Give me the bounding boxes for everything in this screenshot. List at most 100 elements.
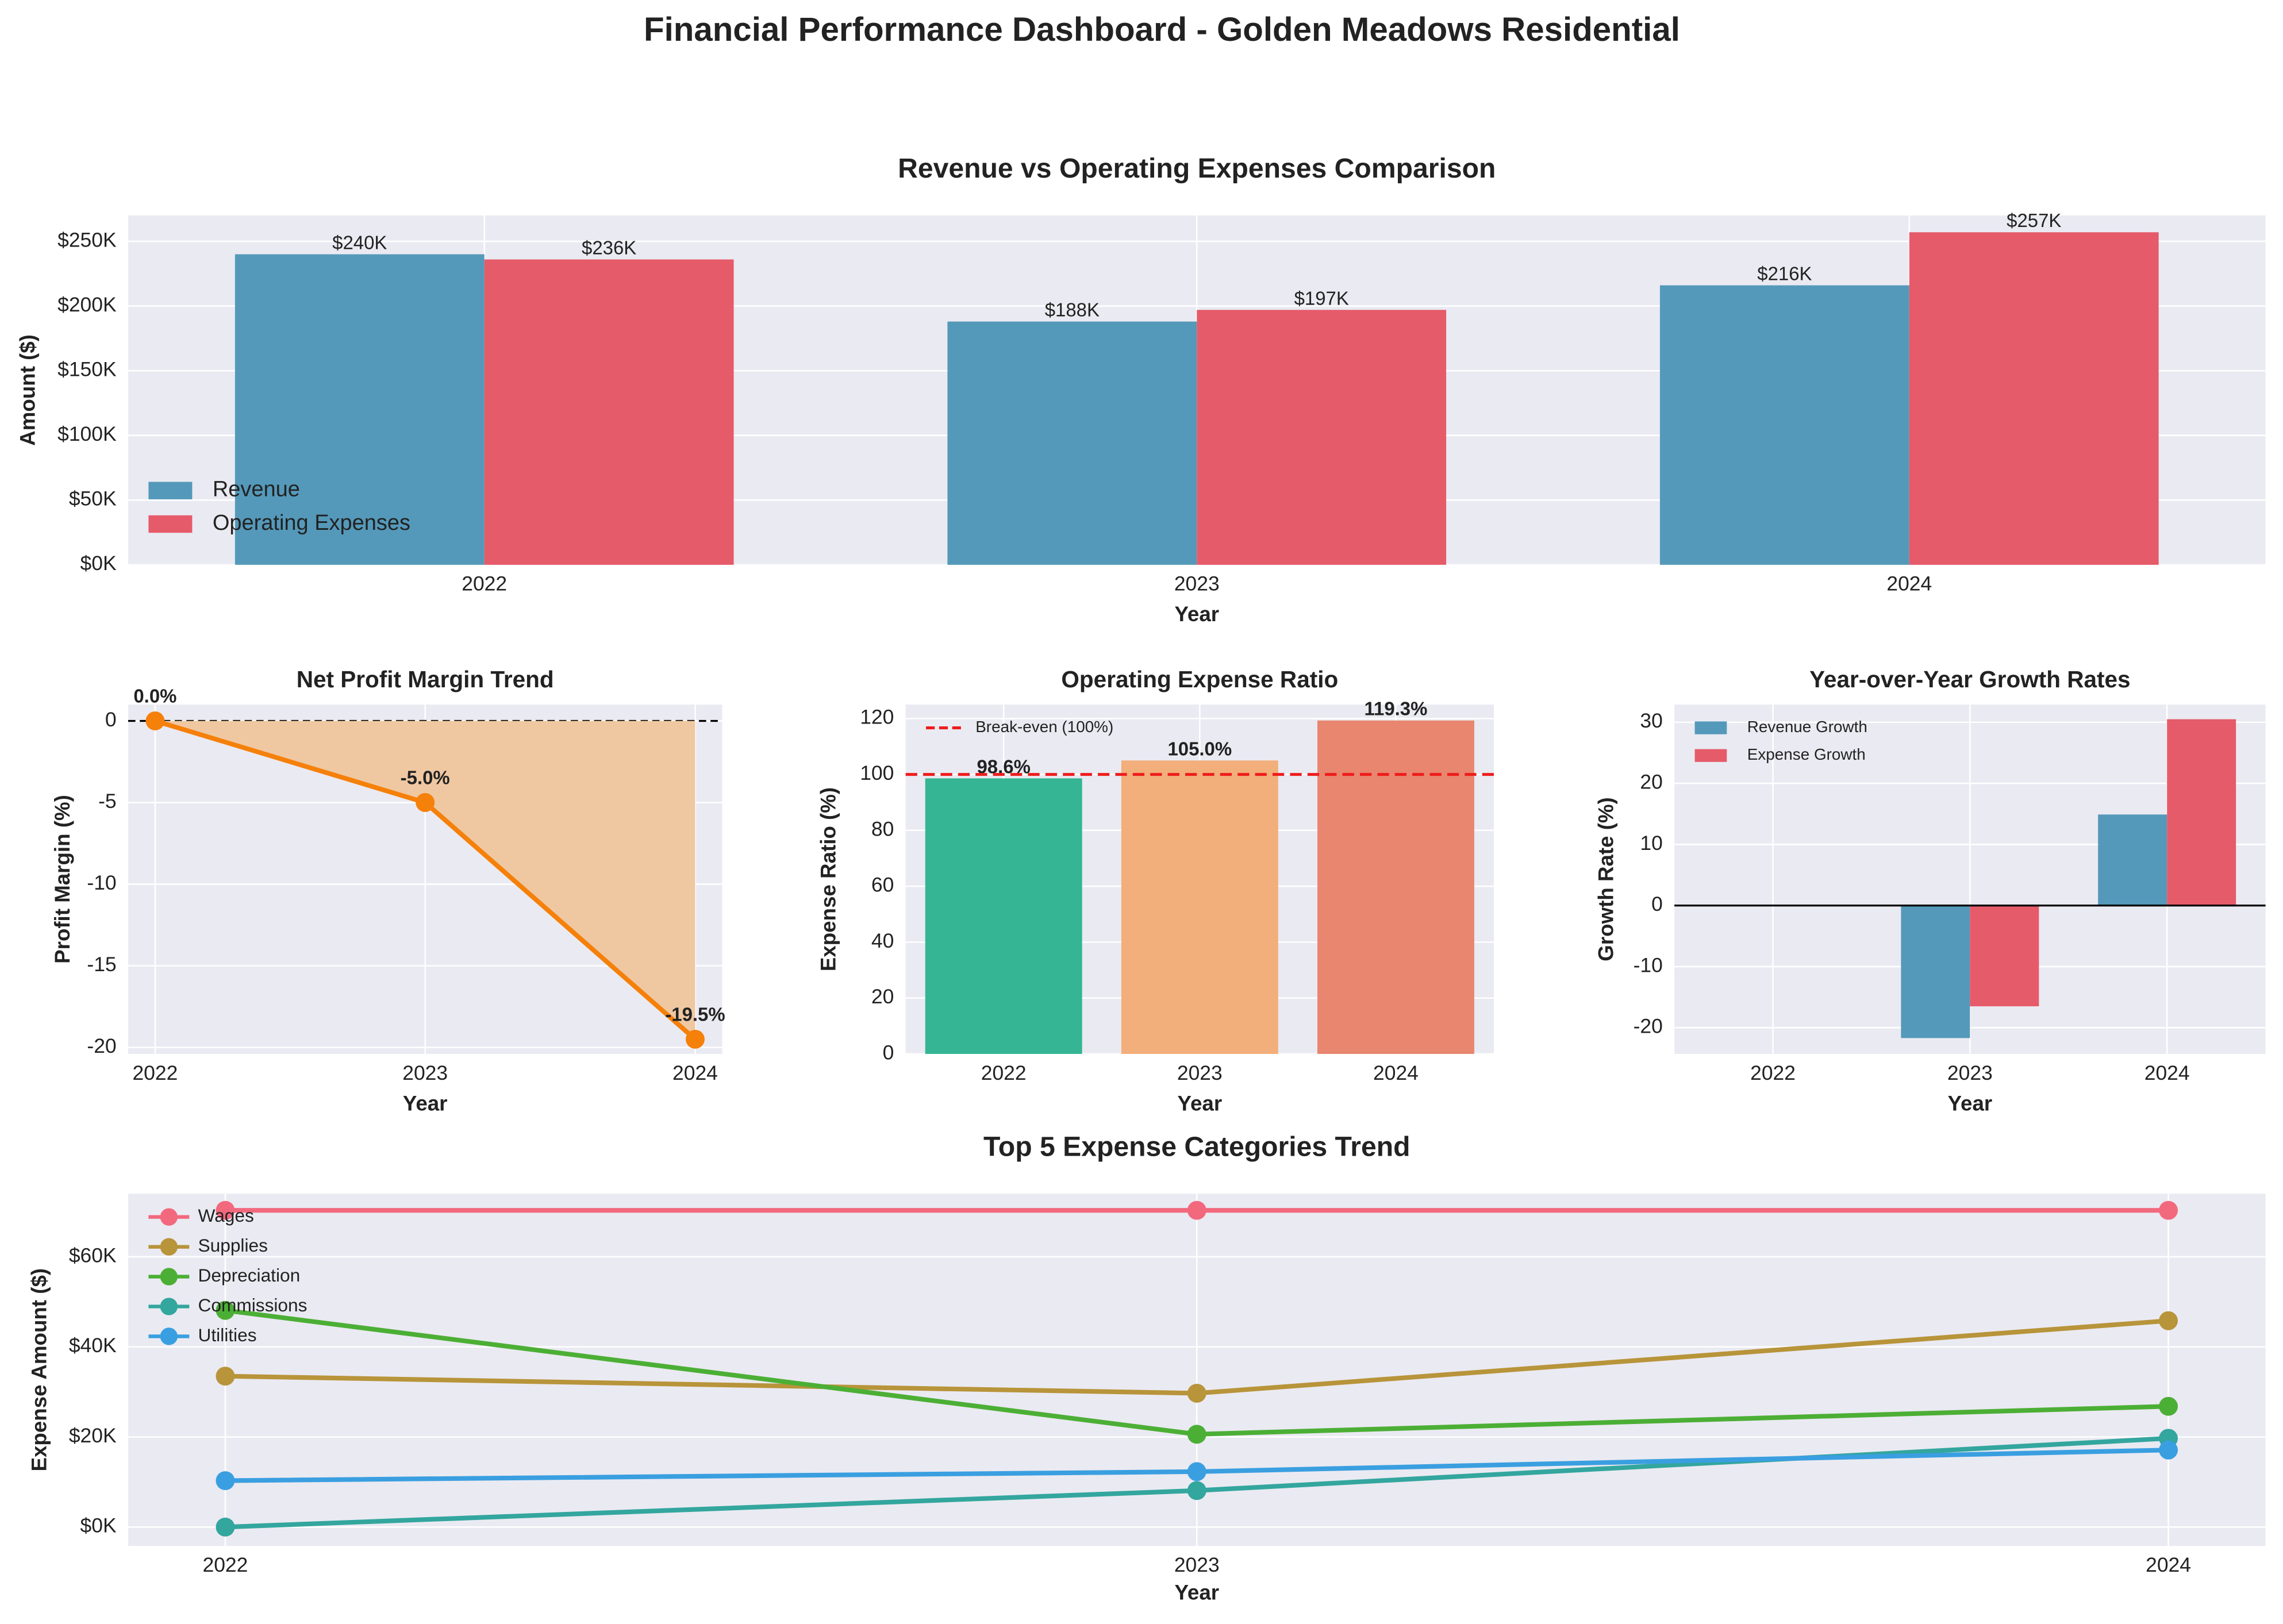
legend-swatch (148, 515, 193, 533)
bar (947, 321, 1197, 565)
x-tick-label: 2024 (2144, 1061, 2190, 1084)
bar (1901, 905, 1970, 1038)
x-tick-label: 2023 (1947, 1061, 1993, 1084)
legend-swatch (148, 482, 193, 499)
y-tick-label: 60 (871, 873, 894, 896)
y-tick-label: -5 (98, 790, 117, 813)
bar (1970, 905, 2039, 1007)
y-tick-label: 0 (105, 708, 117, 731)
marker (1187, 1481, 1206, 1500)
marker (216, 1517, 235, 1537)
y-axis-label: Growth Rate (%) (1594, 797, 1617, 961)
value-label: 105.0% (1167, 738, 1232, 759)
value-label: $197K (1294, 287, 1349, 309)
y-axis-label: Profit Margin (%) (51, 795, 74, 964)
bar (1197, 310, 1447, 565)
y-tick-label: 20 (1640, 771, 1662, 794)
marker (1187, 1425, 1206, 1444)
x-tick-label: 2024 (1886, 572, 1932, 595)
legend-label: Wages (198, 1205, 254, 1226)
chart-title: Revenue vs Operating Expenses Comparison (898, 153, 1496, 184)
legend-marker (160, 1268, 178, 1286)
y-tick-label: 100 (860, 761, 894, 784)
y-tick-label: -20 (87, 1034, 116, 1057)
value-label: $216K (1757, 263, 1812, 284)
chart-title: Net Profit Margin Trend (297, 666, 554, 692)
chart-title: Top 5 Expense Categories Trend (983, 1131, 1410, 1162)
marker (2159, 1396, 2178, 1416)
value-label: -19.5% (665, 1004, 725, 1025)
y-tick-label: 10 (1640, 832, 1662, 855)
legend-label: Break-even (100%) (975, 718, 1113, 736)
legend-label: Supplies (198, 1235, 268, 1256)
bar (1659, 285, 1909, 565)
value-label: $188K (1045, 299, 1100, 321)
value-label: -5.0% (401, 767, 450, 788)
x-axis-label: Year (1178, 1091, 1223, 1115)
y-tick-label: 0 (883, 1041, 894, 1064)
legend-marker (160, 1238, 178, 1256)
y-axis-label: Amount ($) (16, 334, 39, 446)
main-title: Financial Performance Dashboard - Golden… (644, 11, 1680, 48)
marker (2159, 1440, 2178, 1460)
value-label: $257K (2007, 210, 2061, 231)
legend-label: Utilities (198, 1325, 257, 1345)
x-tick-label: 2022 (132, 1061, 178, 1084)
marker (686, 1029, 705, 1049)
bar (235, 254, 485, 565)
legend-swatch (1694, 749, 1727, 762)
legend-marker (160, 1298, 178, 1315)
bar (2167, 719, 2236, 906)
marker (1187, 1384, 1206, 1403)
y-tick-label: -15 (87, 953, 116, 976)
y-tick-label: $60K (69, 1244, 117, 1267)
y-tick-label: $40K (69, 1334, 117, 1357)
x-axis-label: Year (403, 1091, 448, 1115)
marker (1187, 1462, 1206, 1481)
y-tick-label: -10 (1634, 953, 1663, 976)
y-tick-label: 30 (1640, 709, 1662, 732)
x-tick-label: 2022 (203, 1553, 248, 1576)
x-tick-label: 2022 (462, 572, 507, 595)
marker (145, 711, 165, 730)
legend-label: Depreciation (198, 1265, 301, 1286)
x-axis-label: Year (1174, 602, 1219, 626)
y-tick-label: 80 (871, 817, 894, 840)
x-tick-label: 2023 (402, 1061, 448, 1084)
legend-label: Revenue Growth (1747, 718, 1867, 736)
marker (2159, 1200, 2178, 1220)
bar (484, 259, 734, 565)
chart-title: Operating Expense Ratio (1061, 666, 1338, 692)
value-label: $240K (332, 232, 387, 253)
y-axis-label: Expense Ratio (%) (817, 787, 840, 971)
marker (216, 1471, 235, 1491)
marker (216, 1367, 235, 1386)
y-tick-label: $0K (80, 1514, 117, 1537)
y-tick-label: 40 (871, 929, 894, 952)
bar (2098, 814, 2167, 906)
legend-swatch (1694, 721, 1727, 734)
x-axis-label: Year (1948, 1091, 1993, 1115)
marker (416, 793, 435, 812)
y-tick-label: 0 (1651, 892, 1663, 915)
y-tick-label: $20K (69, 1424, 117, 1447)
y-tick-label: $200K (57, 293, 117, 316)
x-axis-label: Year (1174, 1581, 1219, 1604)
y-axis-label: Expense Amount ($) (28, 1268, 51, 1472)
marker (216, 1200, 235, 1220)
legend-label: Expense Growth (1747, 745, 1866, 763)
y-tick-label: $0K (80, 552, 117, 575)
value-label: 119.3% (1365, 698, 1428, 719)
legend-label: Revenue (213, 478, 300, 502)
x-tick-label: 2022 (1750, 1061, 1796, 1084)
x-tick-label: 2023 (1174, 572, 1220, 595)
x-tick-label: 2022 (981, 1061, 1027, 1084)
y-tick-label: $100K (57, 422, 117, 445)
bar (1317, 720, 1474, 1055)
value-label: 0.0% (133, 686, 176, 707)
area-fill (155, 721, 695, 1040)
value-label: $236K (582, 237, 636, 258)
y-tick-label: $50K (69, 487, 117, 510)
